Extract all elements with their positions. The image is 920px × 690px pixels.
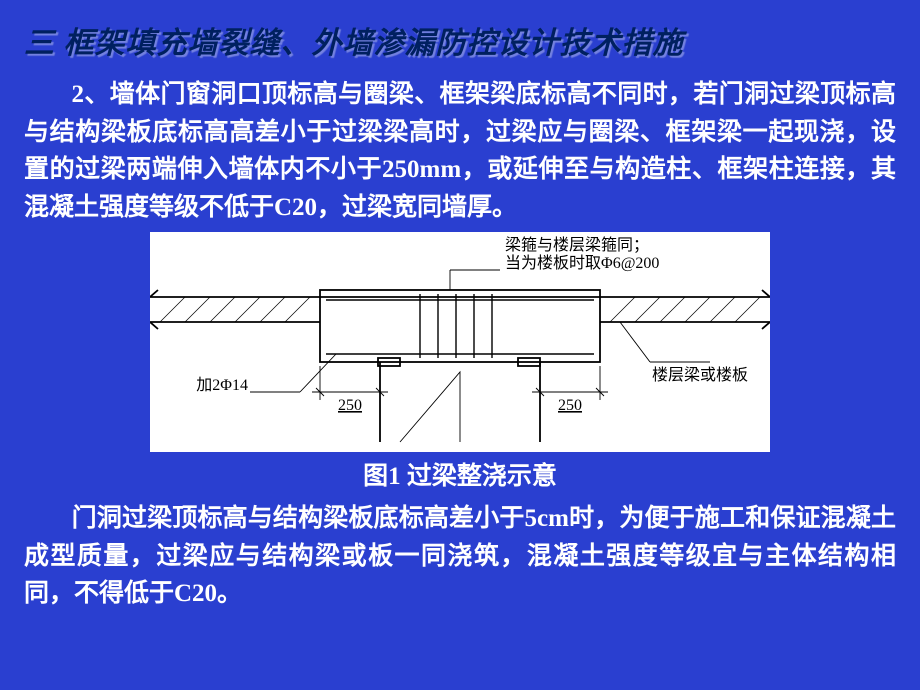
diagram-label-top2: 当为楼板时取Φ6@200 bbox=[505, 254, 659, 272]
paragraph-1: 2、墙体门窗洞口顶标高与圈梁、框架梁底标高不同时，若门洞过梁顶标高与结构梁板底标… bbox=[24, 76, 896, 226]
paragraph-1-text: 2、墙体门窗洞口顶标高与圈梁、框架梁底标高不同时，若门洞过梁顶标高与结构梁板底标… bbox=[24, 81, 896, 221]
diagram-label-top1: 梁箍与楼层梁箍同； bbox=[505, 236, 649, 254]
diagram-label-right: 楼层梁或楼板 bbox=[652, 366, 748, 384]
slide-title: 三 框架填充墙裂缝、外墙渗漏防控设计技术措施 bbox=[24, 18, 896, 62]
diagram-dim-left: 250 bbox=[338, 397, 362, 414]
diagram-dim-right: 250 bbox=[558, 397, 582, 414]
lintel-diagram: 梁箍与楼层梁箍同； 当为楼板时取Φ6@200 bbox=[150, 232, 770, 452]
slide: 三 框架填充墙裂缝、外墙渗漏防控设计技术措施 2、墙体门窗洞口顶标高与圈梁、框架… bbox=[0, 0, 920, 690]
paragraph-2: 门洞过梁顶标高与结构梁板底标高差小于5cm时，为便于施工和保证混凝土成型质量，过… bbox=[24, 500, 896, 613]
diagram-caption: 图1 过梁整浇示意 bbox=[24, 456, 896, 492]
diagram-label-left: 加2Φ14 bbox=[196, 376, 248, 394]
paragraph-2-text: 门洞过梁顶标高与结构梁板底标高差小于5cm时，为便于施工和保证混凝土成型质量，过… bbox=[24, 505, 896, 607]
diagram-container: 梁箍与楼层梁箍同； 当为楼板时取Φ6@200 bbox=[150, 232, 770, 452]
